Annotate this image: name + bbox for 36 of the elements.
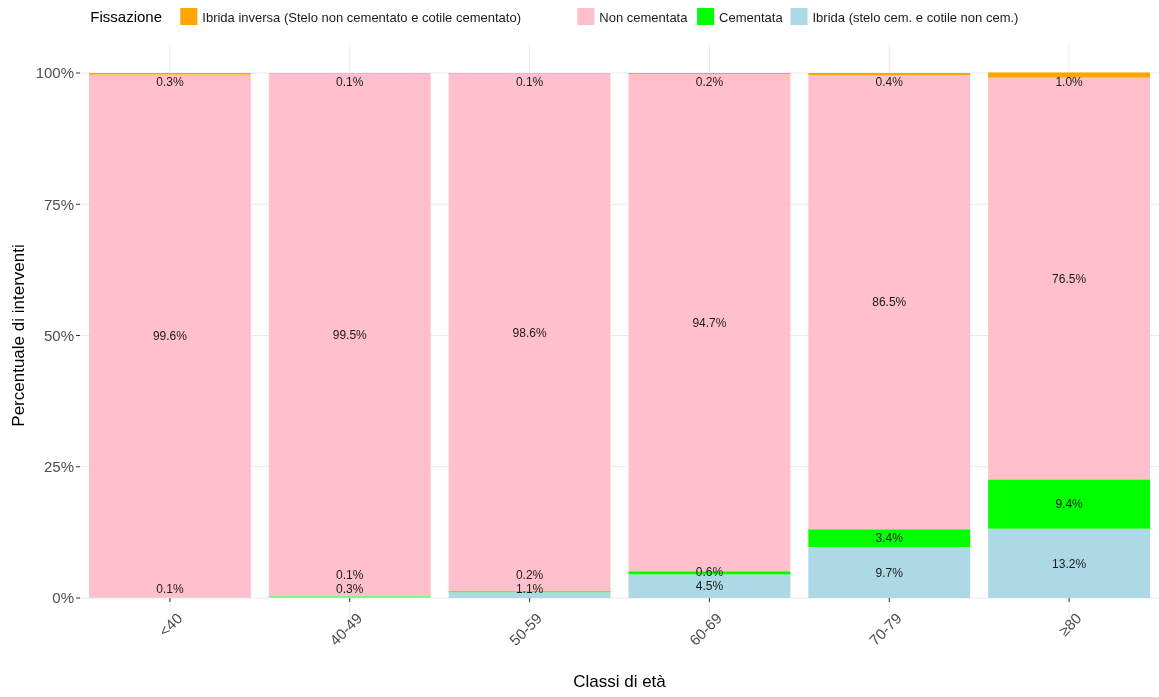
data-label: 86.5% [872, 295, 907, 310]
data-label: 0.1% [336, 75, 364, 90]
legend-label: Non cementata [599, 9, 689, 25]
legend-title: Fissazione [90, 8, 162, 26]
legend-label: Ibrida inversa (Stelo non cementato e cotile cementato) [202, 9, 521, 25]
data-label: 99.5% [332, 327, 368, 342]
data-label: 1.0% [1055, 75, 1084, 90]
legend-label: Cementata [719, 9, 784, 25]
data-label: 0.2% [515, 568, 544, 583]
x-tick-label: <40 [155, 609, 186, 640]
data-label: 98.6% [512, 325, 547, 340]
y-tick-label: 50% [43, 326, 74, 344]
y-axis-title: Percentuale di interventi [9, 244, 28, 427]
data-label: 0.1% [515, 75, 544, 90]
data-label: 0.2% [695, 75, 724, 90]
data-label: 9.4% [1055, 497, 1084, 512]
y-tick-label: 75% [43, 195, 74, 213]
data-label: 0.1% [336, 568, 364, 583]
legend-label: Ibrida (stelo cem. e cotile non cem.) [812, 9, 1019, 25]
x-axis-title: Classi di età [573, 672, 667, 691]
data-label: 0.6% [695, 565, 724, 580]
y-tick-label: 100% [35, 64, 74, 82]
y-tick-label: 0% [52, 589, 74, 607]
data-label: 0.3% [336, 582, 364, 597]
data-label: 3.4% [875, 531, 904, 546]
data-label: 0.4% [875, 75, 904, 90]
data-label: 94.7% [692, 315, 727, 330]
data-label: 0.3% [156, 75, 184, 90]
data-label: 99.6% [152, 329, 188, 344]
data-label: 13.2% [1052, 556, 1087, 571]
y-tick-label: 25% [43, 458, 74, 475]
data-label: 76.5% [1052, 271, 1087, 286]
data-label: 4.5% [695, 579, 724, 594]
data-label: 0.1% [156, 582, 184, 597]
data-label: 9.7% [875, 565, 904, 580]
x-tick-label: ≥80 [1054, 609, 1085, 640]
